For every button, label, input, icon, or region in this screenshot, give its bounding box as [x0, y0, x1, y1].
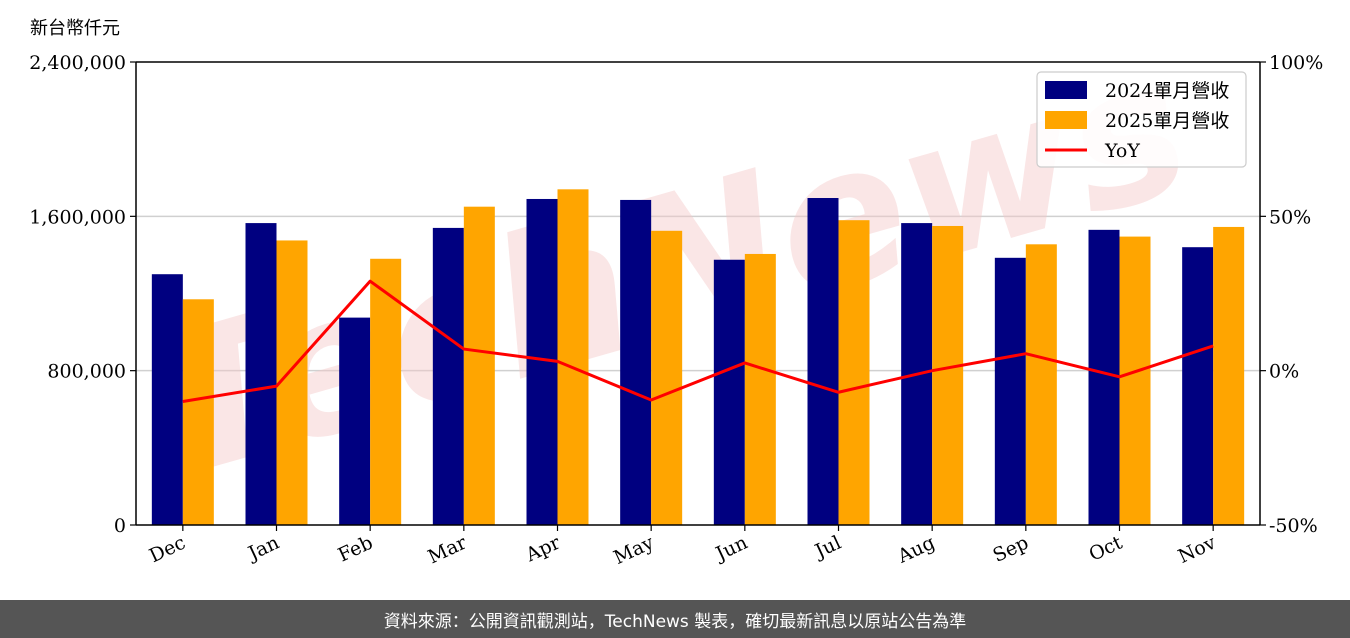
x-tick-label-feb: Feb — [335, 532, 377, 567]
legend-2024-label: 2024單月營收 — [1105, 80, 1229, 102]
bar-2025-may — [651, 230, 683, 526]
bar-2025-nov — [1213, 226, 1245, 525]
x-tick-label-mar: Mar — [425, 531, 471, 568]
x-tick-label-jun: Jun — [711, 532, 751, 566]
x-tick-label-jan: Jan — [243, 532, 282, 566]
legend-box — [1036, 71, 1247, 168]
y-tick-label: 800,000 — [47, 361, 126, 383]
legend-yoy-label: YoY — [1104, 140, 1140, 162]
bar-2024-may — [620, 199, 652, 525]
bar-2024-mar — [432, 227, 464, 526]
x-tick-label-dec: Dec — [146, 532, 189, 568]
legend-2024-swatch — [1045, 81, 1087, 99]
source-footer: 資料來源：公開資訊觀測站，TechNews 製表，確切最新訊息以原站公告為準 — [0, 600, 1350, 638]
bar-2025-jul — [838, 220, 870, 526]
y2-tick-label: -50% — [1269, 515, 1318, 537]
bar-2025-dec — [182, 299, 214, 525]
y2-tick-label: 100% — [1269, 52, 1323, 74]
x-tick-label-apr: Apr — [522, 531, 565, 567]
x-tick-label-may: May — [610, 531, 657, 569]
x-tick-label-oct: Oct — [1086, 531, 1126, 565]
legend-2025-label: 2025單月營收 — [1105, 110, 1229, 132]
bar-2024-feb — [339, 317, 371, 525]
yoy-line — [182, 279, 1214, 404]
bar-2024-nov — [1182, 247, 1214, 525]
y2-tick-label: 50% — [1269, 206, 1311, 228]
bar-2025-mar — [463, 206, 495, 525]
y-tick-label: 0 — [114, 515, 126, 537]
x-tick-label-aug: Aug — [894, 532, 939, 568]
x-tick-label-sep: Sep — [990, 532, 1032, 567]
bar-2025-jan — [276, 240, 308, 525]
bar-2024-sep — [994, 257, 1026, 525]
y-tick-label: 2,400,000 — [29, 52, 126, 74]
bar-2025-sep — [1025, 244, 1057, 525]
y-axis-unit-label: 新台幣仟元 — [30, 18, 120, 39]
x-tick-label-nov: Nov — [1175, 531, 1220, 567]
bar-2024-jan — [245, 223, 277, 525]
y2-tick-label: 0% — [1269, 361, 1299, 383]
bar-2025-feb — [370, 258, 402, 525]
legend-2025-swatch — [1045, 111, 1087, 129]
y-tick-label: 1,600,000 — [29, 206, 126, 228]
bar-2024-jul — [807, 198, 839, 525]
bar-2025-oct — [1119, 236, 1151, 525]
bar-2025-aug — [932, 225, 964, 525]
revenue-chart: TechNews0800,0001,600,0002,400,000-50%0%… — [29, 15, 1323, 569]
x-tick-label-jul: Jul — [810, 532, 845, 564]
bar-2024-jun — [713, 259, 745, 525]
bar-2025-apr — [557, 189, 589, 525]
bar-2024-dec — [151, 274, 183, 525]
bar-2025-jun — [744, 253, 776, 525]
bar-2024-oct — [1088, 229, 1120, 525]
